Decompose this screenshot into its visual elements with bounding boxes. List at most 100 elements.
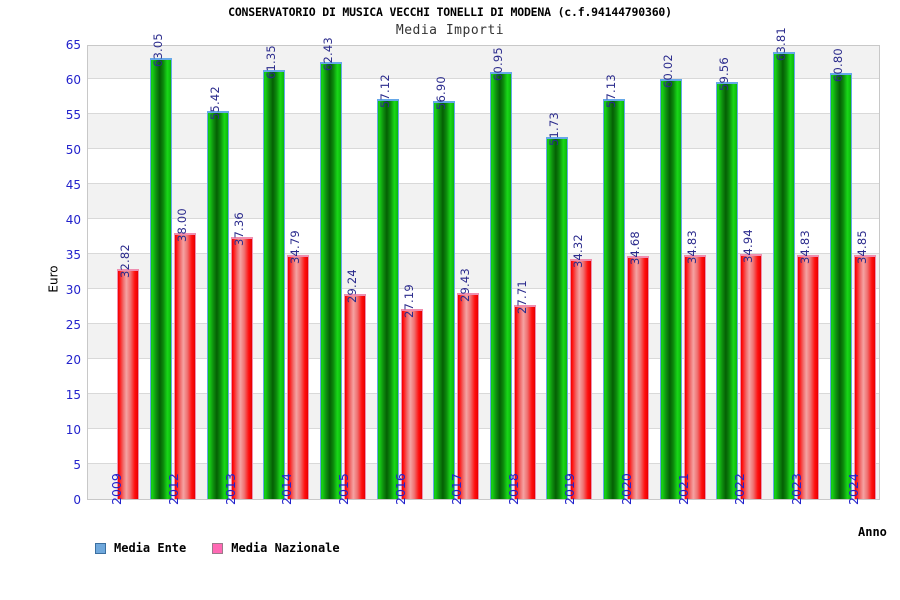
chart-legend: Media Ente Media Nazionale [95,541,340,555]
gridline [88,253,879,254]
legend-item-media-ente[interactable]: Media Ente [95,541,186,555]
bar-value-label: 60.02 [660,53,675,88]
bar-value-label: 38.00 [174,208,189,242]
bar-media-nazionale-2019 [570,258,593,499]
bar-media-nazionale-2024 [853,255,876,499]
x-axis-tick-label: 2015 [335,473,351,505]
gridline [88,78,879,79]
gridline [88,183,879,184]
x-axis-tick-label: 2012 [165,473,181,505]
x-axis-tick-label: 2018 [505,473,521,505]
bar-media-ente-2020 [603,99,626,499]
gridline [88,463,879,464]
bar-media-nazionale-2020 [627,256,650,499]
gridline [88,288,879,289]
gridline [88,393,879,394]
bar-value-label: 34.68 [628,231,643,266]
x-axis-tick-label: 2016 [392,473,408,505]
y-axis-tick-label: 5 [73,458,81,472]
plot-area [87,45,880,500]
gridline [88,428,879,429]
bar-value-label: 34.83 [684,230,699,265]
bar-media-ente-2017 [433,100,456,499]
gridline [88,323,879,324]
bar-value-label: 34.94 [741,229,756,264]
x-axis-tick-label: 2021 [675,473,691,505]
bar-media-nazionale-2023 [797,255,820,499]
bar-value-label: 34.32 [571,233,586,268]
bar-media-ente-2016 [376,99,399,499]
legend-label: Media Nazionale [231,541,340,555]
gridline [88,113,879,114]
x-axis-tick-label: 2020 [619,473,635,505]
x-axis-tick-label: 2023 [789,473,805,505]
bar-media-ente-2023 [773,52,796,499]
bar-value-label: 34.83 [798,230,813,265]
bar-value-label: 37.36 [231,212,246,247]
bar-value-label: 61.35 [264,44,279,79]
bar-value-label: 32.82 [118,244,133,279]
bar-value-label: 51.73 [547,111,562,146]
legend-label: Media Ente [114,541,187,555]
bar-value-label: 60.80 [830,48,845,83]
x-axis-tick-label: 2009 [109,473,125,505]
y-axis-tick-label: 45 [65,178,81,192]
bar-media-nazionale-2012 [173,233,196,499]
y-axis-tick-label: 40 [65,213,81,227]
bar-value-label: 62.43 [320,37,335,71]
gridline [88,148,879,149]
bar-value-label: 29.43 [458,268,473,302]
bar-media-nazionale-2017 [457,293,480,499]
bar-value-label: 63.81 [774,27,789,62]
y-axis-tick-label: 10 [65,423,81,437]
gridline [88,218,879,219]
bar-media-nazionale-2009 [117,269,140,499]
background-band [88,46,879,79]
y-axis-tick-label: 0 [73,493,81,507]
bar-value-label: 29.24 [344,269,359,304]
chart-subtitle: Media Importi [395,23,505,38]
bar-media-nazionale-2021 [683,255,706,499]
bar-value-label: 63.05 [150,32,165,67]
legend-swatch-icon [212,542,224,554]
y-axis-tick-label: 50 [65,143,81,157]
y-axis-tick-label: 55 [65,108,81,122]
legend-item-media-nazionale[interactable]: Media Nazionale [212,541,340,555]
x-axis-tick-label: 2024 [845,473,861,505]
bar-media-ente-2012 [149,57,172,499]
bar-media-ente-2015 [319,62,342,499]
y-axis-tick-label: 20 [65,353,81,367]
x-axis-tick-label: 2013 [222,473,238,505]
x-axis-tick-label: 2017 [449,473,465,505]
bar-media-ente-2022 [716,82,739,499]
bar-media-ente-2019 [546,136,569,499]
y-axis-tick-label: 15 [65,388,81,402]
bar-value-label: 57.12 [377,74,392,109]
bar-media-nazionale-2018 [513,305,536,499]
bar-value-label: 57.13 [604,74,619,109]
x-axis-tick-label: 2022 [732,473,748,505]
bar-media-ente-2018 [489,72,512,499]
bar-media-nazionale-2013 [230,237,253,499]
bar-media-ente-2024 [829,73,852,499]
bar-value-label: 55.42 [207,86,222,121]
bar-media-ente-2021 [659,78,682,499]
bar-value-label: 60.95 [490,47,505,82]
bar-value-label: 27.19 [401,283,416,318]
bar-value-label: 34.79 [288,230,303,265]
bar-media-nazionale-2015 [343,294,366,499]
y-axis-tick-label: 30 [65,283,81,297]
y-axis-tick-label: 60 [65,73,81,87]
bar-media-nazionale-2014 [287,255,310,499]
bar-media-ente-2013 [206,111,229,499]
bar-value-label: 34.85 [854,230,869,265]
x-axis-tick-label: 2019 [562,473,578,505]
bar-value-label: 27.71 [514,280,529,315]
gridline [88,358,879,359]
chart-title: CONSERVATORIO DI MUSICA VECCHI TONELLI D… [228,5,672,19]
legend-swatch-icon [95,542,106,554]
x-axis-label: Anno [858,525,887,539]
bar-value-label: 59.56 [717,57,732,92]
bar-media-nazionale-2016 [400,308,423,499]
y-axis-tick-label: 65 [65,38,81,52]
